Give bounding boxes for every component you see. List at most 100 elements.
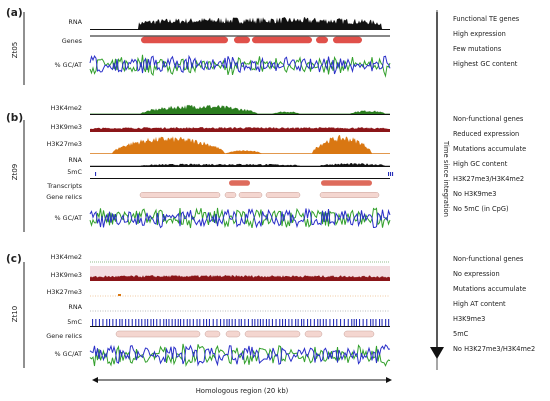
c-5mc-tick-70 (310, 319, 312, 326)
c-5mc-tick-69 (307, 319, 309, 326)
track-label-c-relics: Gene relics (46, 332, 82, 340)
a-gene-4 (316, 36, 328, 44)
b-transcript-2 (321, 180, 372, 186)
time-arrow-head (430, 347, 444, 359)
b-relic-4 (265, 192, 301, 198)
track-label-c-gc: % GC/AT (55, 350, 83, 358)
strain-zt10-label: Zt10 (11, 306, 19, 322)
c-5mc-tick-27 (174, 319, 176, 326)
c-5mc-tick-6 (109, 319, 111, 326)
c-5mc-tick-50 (247, 319, 249, 326)
track-label-c-h3k27me3: H3K27me3 (47, 288, 82, 296)
trait-b-1: Non-functional genes (453, 115, 524, 123)
c-5mc-tick-35 (199, 319, 201, 326)
a-rna-track (90, 17, 390, 29)
trait-c-6: 5mC (453, 330, 469, 338)
track-label-b-h3k4me2: H3K4me2 (51, 104, 82, 112)
track-label-a-rna: RNA (68, 18, 82, 26)
track-label-a-gc: % GC/AT (55, 61, 83, 69)
c-5mc-tick-29 (180, 319, 182, 326)
c-5mc-tick-18 (147, 319, 149, 326)
c-5mc-tick-42 (223, 319, 225, 326)
c-5mc-tick-80 (343, 319, 345, 326)
c-5mc-tick-22 (159, 319, 161, 326)
c-5mc-tick-24 (165, 319, 167, 326)
c-5mc-tick-62 (284, 319, 286, 326)
c-5mc-tick-59 (275, 319, 277, 326)
c-relic-4 (244, 330, 301, 338)
c-5mc-tick-55 (262, 319, 264, 326)
c-5mc-tick-85 (359, 319, 361, 326)
b-gc-track-gc-line (89, 208, 391, 229)
c-5mc-tick-76 (329, 319, 331, 326)
track-label-b-rna: RNA (68, 156, 82, 164)
trait-b-2: Reduced expression (453, 130, 519, 138)
trait-a-3: Few mutations (453, 45, 502, 53)
c-5mc-tick-86 (362, 319, 364, 326)
c-5mc-tick-67 (301, 319, 303, 326)
c-relic-3 (225, 330, 241, 338)
c-5mc-tick-63 (288, 319, 290, 326)
c-5mc-tick-13 (131, 319, 133, 326)
b-transcript-1 (229, 180, 250, 186)
c-5mc-tick-93 (385, 319, 387, 326)
a-gc-track-gc-line (89, 54, 391, 75)
c-5mc-tick-75 (325, 319, 327, 326)
b-5mc-tick-3 (390, 172, 392, 176)
panel-c-letter: (c) (6, 253, 22, 265)
track-label-b-h3k27me3: H3K27me3 (47, 140, 82, 148)
c-5mc-tick-60 (279, 319, 281, 326)
c-5mc-tick-45 (231, 319, 233, 326)
track-label-b-gc: % GC/AT (55, 214, 83, 222)
c-5mc-tick-47 (238, 319, 240, 326)
c-5mc-tick-11 (125, 319, 127, 326)
trait-c-7: No H3K27me3/H3K4me2 (453, 345, 535, 353)
trait-a-2: High expression (453, 30, 506, 38)
trait-b-5: H3K27me3/H3K4me2 (453, 175, 524, 183)
c-5mc-tick-68 (303, 319, 305, 326)
time-axis-label: Time since integration (442, 140, 450, 217)
b-5mc-tick-2 (388, 172, 390, 176)
track-label-c-h3k4me2: H3K4me2 (51, 253, 82, 261)
c-5mc-tick-54 (259, 319, 261, 326)
c-5mc-tick-23 (163, 319, 165, 326)
c-h3k27me3-blip (118, 294, 121, 296)
a-gene-1 (141, 36, 228, 44)
c-5mc-tick-91 (379, 319, 381, 326)
c-5mc-tick-41 (220, 319, 222, 326)
a-gene-5 (333, 36, 362, 44)
c-5mc-tick-16 (141, 319, 143, 326)
c-5mc-tick-31 (186, 319, 188, 326)
b-h3k27me3-track (90, 135, 390, 154)
c-gc-track-at-line (89, 343, 391, 367)
a-gc-track-at-line (89, 54, 391, 78)
c-5mc-tick-28 (177, 319, 179, 326)
c-5mc-tick-30 (183, 319, 185, 326)
c-relic-2 (204, 330, 221, 338)
track-label-c-h3k9me3: H3K9me3 (51, 271, 82, 279)
c-relic-5 (304, 330, 323, 338)
track-label-b-transcripts: Transcripts (46, 182, 82, 190)
c-5mc-tick-77 (333, 319, 335, 326)
c-5mc-tick-92 (381, 319, 383, 326)
trait-a-1: Functional TE genes (453, 15, 520, 23)
panel-a-letter: (a) (6, 7, 23, 19)
trait-b-7: No 5mC (in CpG) (453, 205, 509, 213)
b-relic-1 (139, 192, 221, 198)
c-5mc-tick-90 (375, 319, 377, 326)
trait-c-4: High AT content (453, 300, 506, 308)
c-5mc-tick-72 (317, 319, 319, 326)
b-5mc-tick-1 (95, 172, 97, 176)
c-5mc-tick-43 (226, 319, 228, 326)
c-5mc-tick-7 (112, 319, 114, 326)
c-5mc-tick-1 (92, 319, 94, 326)
a-gene-2 (234, 36, 250, 44)
c-5mc-tick-94 (388, 319, 390, 326)
c-5mc-tick-81 (347, 319, 349, 326)
track-graphics (89, 17, 394, 367)
c-5mc-tick-32 (189, 319, 191, 326)
c-5mc-tick-39 (212, 319, 214, 326)
b-5mc-tick-4 (392, 172, 394, 176)
c-5mc-tick-83 (353, 319, 355, 326)
